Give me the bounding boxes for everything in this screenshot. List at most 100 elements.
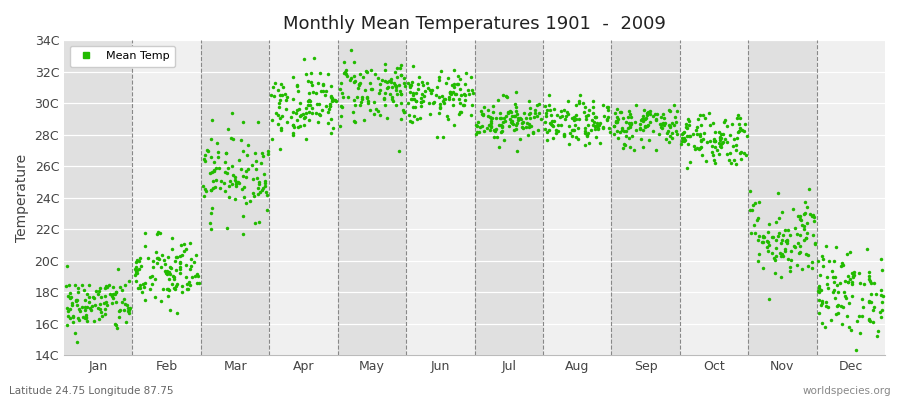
- Point: [415, 79, 429, 86]
- Point: [401, 80, 416, 86]
- Point: [578, 130, 592, 136]
- Point: [78, 314, 93, 320]
- Point: [761, 242, 776, 248]
- Point: [862, 269, 877, 276]
- Point: [547, 106, 562, 112]
- Point: [143, 274, 157, 280]
- Point: [579, 116, 593, 122]
- Point: [382, 78, 397, 84]
- Point: [852, 313, 867, 319]
- Point: [772, 230, 787, 236]
- Point: [389, 87, 403, 93]
- Point: [274, 81, 288, 87]
- Point: [71, 285, 86, 291]
- Point: [624, 114, 638, 120]
- Point: [441, 116, 455, 123]
- Point: [482, 114, 497, 120]
- Point: [396, 107, 410, 113]
- Point: [592, 120, 607, 127]
- Point: [274, 127, 288, 133]
- Point: [457, 97, 472, 104]
- Point: [98, 311, 112, 317]
- Point: [836, 304, 850, 310]
- Point: [66, 300, 80, 307]
- Point: [404, 82, 419, 88]
- Point: [453, 100, 467, 106]
- Point: [778, 246, 792, 252]
- Point: [275, 84, 290, 90]
- Point: [441, 75, 455, 82]
- Point: [637, 107, 652, 113]
- Point: [775, 209, 789, 215]
- Point: [776, 253, 790, 259]
- Point: [471, 118, 485, 125]
- Point: [513, 115, 527, 122]
- Point: [634, 116, 648, 123]
- Point: [173, 270, 187, 276]
- Point: [70, 339, 85, 346]
- Point: [220, 126, 235, 132]
- Point: [93, 284, 107, 291]
- Point: [800, 252, 814, 258]
- Point: [470, 129, 484, 136]
- Point: [820, 281, 834, 287]
- Point: [353, 102, 367, 108]
- Point: [802, 186, 816, 192]
- Point: [791, 212, 806, 219]
- Point: [540, 107, 554, 113]
- Point: [382, 90, 397, 97]
- Point: [348, 102, 363, 108]
- Point: [122, 310, 136, 316]
- Point: [432, 94, 446, 100]
- Point: [527, 110, 542, 116]
- Point: [176, 283, 190, 290]
- Point: [798, 235, 813, 242]
- Point: [497, 115, 511, 122]
- Point: [565, 132, 580, 139]
- Point: [703, 138, 717, 144]
- Point: [827, 286, 842, 293]
- Point: [100, 302, 114, 308]
- Point: [406, 104, 420, 110]
- Point: [660, 130, 674, 136]
- Point: [337, 70, 351, 76]
- Point: [783, 232, 797, 238]
- Point: [65, 302, 79, 308]
- Point: [105, 300, 120, 306]
- Point: [408, 104, 422, 110]
- Point: [837, 289, 851, 295]
- Point: [383, 79, 398, 85]
- Point: [645, 128, 660, 135]
- Point: [224, 135, 238, 142]
- Point: [402, 118, 417, 124]
- Point: [714, 135, 728, 141]
- Point: [572, 98, 586, 104]
- Point: [442, 94, 456, 100]
- Point: [212, 148, 226, 155]
- Point: [864, 299, 878, 306]
- Point: [76, 282, 90, 288]
- Point: [222, 178, 237, 184]
- Point: [386, 98, 400, 104]
- Point: [69, 302, 84, 308]
- Point: [267, 93, 282, 99]
- Point: [588, 125, 602, 132]
- Point: [693, 145, 707, 151]
- Point: [246, 190, 260, 196]
- Point: [814, 320, 829, 326]
- Point: [538, 126, 553, 133]
- Point: [545, 122, 560, 128]
- Point: [239, 200, 254, 206]
- Point: [64, 294, 78, 300]
- Point: [483, 126, 498, 133]
- Point: [97, 300, 112, 306]
- Point: [130, 257, 144, 263]
- Point: [643, 108, 657, 115]
- Point: [204, 204, 219, 211]
- Point: [452, 110, 466, 117]
- Point: [380, 79, 394, 85]
- Point: [633, 120, 647, 127]
- Point: [564, 115, 579, 121]
- Point: [230, 179, 244, 185]
- Point: [191, 273, 205, 279]
